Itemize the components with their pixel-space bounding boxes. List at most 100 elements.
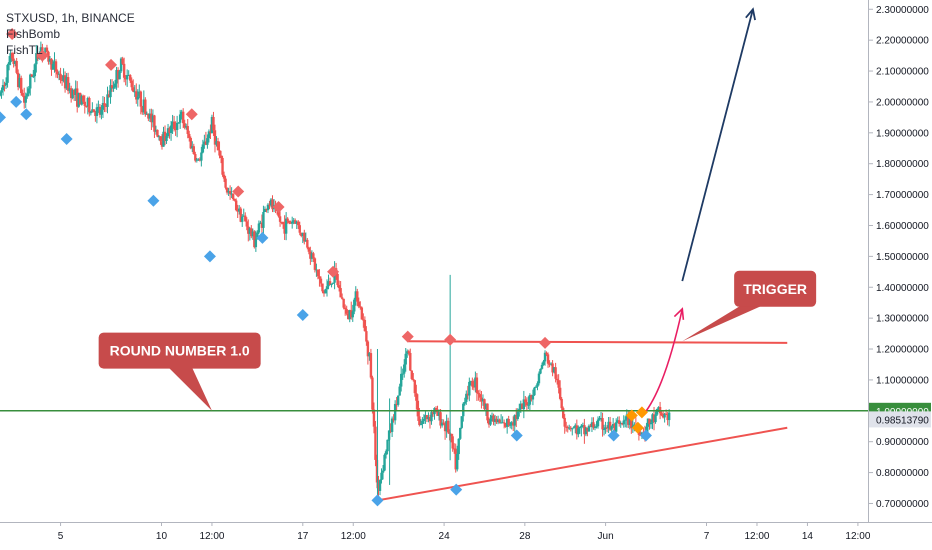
candle-body — [456, 454, 459, 470]
candle-body — [139, 91, 142, 107]
price-axis[interactable]: 2.30000000 2.20000000 2.10000000 2.00000000… — [868, 0, 932, 550]
candle-body — [572, 427, 575, 429]
candle-body — [116, 70, 120, 80]
projection-long-arrow[interactable] — [681, 9, 754, 282]
candle-body — [416, 400, 420, 417]
candle-body — [496, 419, 500, 423]
candle-body — [97, 106, 100, 108]
candle-body — [104, 105, 108, 107]
candle-body — [107, 94, 111, 98]
candle-body — [622, 420, 625, 425]
candle-body — [147, 113, 150, 119]
resistance-line[interactable] — [407, 340, 788, 344]
candle-body — [469, 381, 473, 383]
candle-body — [430, 412, 433, 422]
candle-body — [648, 418, 651, 425]
candle-body — [478, 394, 482, 398]
candle-body — [406, 351, 409, 354]
candle-body — [395, 403, 398, 405]
candle-body — [27, 88, 30, 94]
candle-body — [171, 121, 174, 126]
candle-body — [178, 114, 182, 123]
candle-body — [446, 420, 450, 433]
pivot-low-marker — [296, 309, 309, 322]
support-line[interactable] — [377, 426, 788, 502]
candle-body — [12, 58, 15, 64]
candle-body — [474, 377, 477, 388]
candle-body — [393, 403, 397, 421]
candle-body — [502, 422, 506, 424]
signal-marker — [631, 421, 644, 434]
candle-body — [281, 221, 285, 225]
candle-body — [436, 409, 439, 416]
candle-body — [356, 291, 359, 302]
candle-body — [392, 418, 395, 421]
time-axis[interactable]: 5 10 12:00 17 12:00 24 28 Jun 7 12:00 14 12:00 — [0, 522, 932, 550]
candle-body — [605, 427, 609, 429]
trigger-callout[interactable]: TRIGGER — [682, 270, 817, 342]
candle-body — [459, 427, 462, 439]
price-tick-label: 0.90000000 — [876, 437, 929, 448]
pivot-high-marker — [6, 27, 19, 40]
candle-body — [151, 115, 155, 123]
candle-body — [545, 352, 548, 355]
candle-body — [129, 75, 132, 81]
candle-body — [183, 123, 186, 128]
indicator-fishtl: FishTL — [6, 43, 43, 57]
candle-body — [318, 276, 321, 279]
candle-body — [15, 60, 18, 73]
candle-body — [186, 126, 189, 134]
candle-body — [72, 89, 76, 96]
candle-body — [204, 141, 208, 145]
symbol-info: STXUSD, 1h, BINANCE — [6, 11, 135, 25]
candle-body — [515, 414, 518, 419]
candle-body — [398, 386, 401, 396]
candle-body — [483, 399, 486, 410]
round-number-callout-text: ROUND NUMBER 1.0 — [110, 343, 250, 359]
legend-info: STXUSD, 1h, BINANCE FishBomb FishTL — [6, 11, 135, 57]
candle-body — [165, 136, 168, 142]
trigger-callout-pointer — [682, 304, 765, 342]
candle-body — [33, 64, 37, 77]
candle-body — [89, 112, 93, 114]
candle-body — [268, 204, 271, 206]
candle-body — [266, 204, 270, 211]
candle-body — [162, 131, 165, 147]
candle-body — [304, 239, 308, 242]
candle-body — [646, 418, 650, 427]
candle-body — [565, 426, 568, 428]
candle-body — [209, 131, 212, 134]
candle-body — [454, 448, 457, 470]
candle-body — [225, 187, 229, 193]
pivot-low-marker — [203, 250, 216, 263]
price-tick-label: 1.30000000 — [876, 314, 929, 325]
candle-body — [207, 131, 211, 139]
candle-body — [510, 422, 513, 425]
candle-body — [80, 95, 83, 105]
candle-body — [219, 155, 223, 158]
candle-body — [45, 47, 49, 52]
candle-body — [369, 353, 373, 378]
candle-body — [484, 403, 488, 410]
round-number-callout[interactable]: ROUND NUMBER 1.0 — [98, 332, 261, 411]
candle-body — [548, 363, 551, 365]
candle-body — [191, 146, 194, 149]
price-tick-label: 1.10000000 — [876, 375, 929, 386]
candle-body — [26, 93, 29, 97]
candle-body — [210, 116, 214, 134]
pivot-high-marker — [327, 265, 340, 278]
candle-body — [156, 129, 159, 137]
projection-short-arrow[interactable] — [643, 308, 684, 415]
candle-body — [563, 417, 566, 427]
candle-body — [558, 387, 562, 399]
candle-body — [56, 71, 59, 75]
candle-body — [185, 126, 188, 128]
candle-body — [286, 218, 289, 221]
candle-body — [222, 174, 226, 179]
price-tick-label: 2.30000000 — [876, 5, 929, 16]
candle-body — [239, 208, 242, 222]
trigger-callout-text: TRIGGER — [743, 281, 807, 297]
candle-body — [660, 413, 663, 416]
